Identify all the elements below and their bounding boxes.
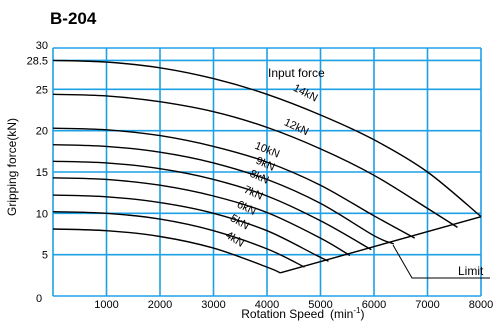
curve-6kn: [52, 194, 329, 262]
y-tick-20: 20: [36, 126, 48, 138]
x-axis-unit-open: (min: [330, 307, 353, 321]
curve-12kn: [52, 93, 458, 228]
y-tick-10: 10: [36, 208, 48, 220]
y-tick-30: 30: [36, 40, 48, 52]
series-curves: [52, 59, 482, 274]
x-tick-1000: 1000: [94, 299, 118, 311]
curve-4kn: [52, 228, 281, 274]
limit-label: Limit: [458, 264, 484, 278]
input-force-label: Input force: [268, 66, 325, 80]
series-label-14kn: 14kN: [291, 82, 319, 104]
y-tick-25: 25: [36, 84, 48, 96]
annotations: Input force Limit: [268, 66, 490, 279]
series-label-4kn: 4kN: [223, 229, 246, 250]
x-tick-7000: 7000: [415, 299, 439, 311]
axis-ticks: 1000 2000 3000 4000 5000 6000 7000 8000 0 5 10 15 20…: [27, 40, 494, 311]
curve-7kn: [52, 177, 351, 257]
x-tick-8000: 8000: [469, 299, 493, 311]
x-axis-unit: (min-1): [330, 306, 364, 321]
x-tick-5000: 5000: [308, 299, 332, 311]
limit-leader-line: [392, 244, 490, 279]
curve-10kn: [52, 127, 416, 239]
limit-line: [280, 215, 482, 274]
x-tick-3000: 3000: [201, 299, 225, 311]
chart-title: B-204: [50, 9, 97, 28]
x-axis-unit-exponent: -1: [353, 306, 361, 315]
y-tick-5: 5: [42, 250, 48, 262]
curve-9kn: [52, 144, 395, 245]
grid-lines: [52, 47, 482, 297]
x-tick-origin: 0: [36, 293, 42, 305]
series-label-7kn: 7kN: [242, 184, 265, 203]
x-axis-label: Rotation Speed: [241, 307, 324, 321]
y-axis-label: Gripping force(kN): [5, 118, 19, 216]
curve-8kn: [52, 160, 372, 251]
x-tick-2000: 2000: [148, 299, 172, 311]
x-tick-6000: 6000: [362, 299, 386, 311]
curve-14kn: [52, 59, 482, 218]
x-axis-unit-close: ): [360, 307, 364, 321]
y-tick-15: 15: [36, 167, 48, 179]
x-tick-4000: 4000: [255, 299, 279, 311]
y-tick-28-5: 28.5: [27, 55, 48, 67]
curve-5kn: [52, 211, 305, 268]
